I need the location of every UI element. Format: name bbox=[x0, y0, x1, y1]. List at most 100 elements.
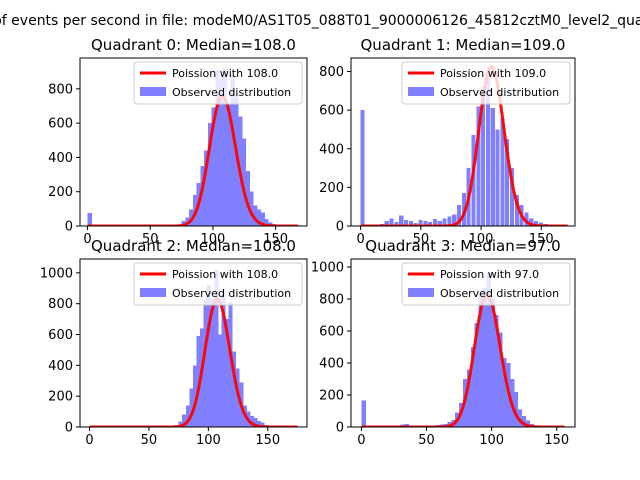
quadrant-0-plot-area bbox=[87, 68, 299, 226]
histogram-bar bbox=[221, 288, 226, 427]
x-tick-label: 150 bbox=[255, 433, 280, 448]
histogram-bar bbox=[456, 204, 462, 226]
quadrant-1-title: Quadrant 1: Median=109.0 bbox=[361, 36, 566, 54]
poisson-fit-line bbox=[360, 65, 569, 226]
histogram-bar bbox=[490, 108, 495, 226]
legend-hist-label: Observed distribution bbox=[172, 86, 291, 99]
x-tick-label: 50 bbox=[141, 433, 158, 448]
quadrant-3-title: Quadrant 3: Median=97.0 bbox=[365, 237, 560, 255]
quadrant-1-panel: 0 50 100 150 0 200 400 600 800 Quadrant 1: Median… bbox=[319, 36, 576, 247]
quadrant-1-plot-area bbox=[360, 65, 569, 226]
y-tick-label: 400 bbox=[319, 357, 344, 372]
histogram-bar bbox=[189, 388, 194, 427]
x-tick-label: 0 bbox=[356, 232, 364, 247]
histogram-bar bbox=[466, 369, 472, 427]
x-tick-label: 50 bbox=[142, 232, 159, 247]
histogram-bar bbox=[403, 220, 409, 226]
x-tick-label: 100 bbox=[479, 433, 504, 448]
histogram-bar bbox=[476, 106, 481, 226]
histogram-bar bbox=[207, 285, 212, 427]
quadrant-0-legend: Poission with 108.0 Observed distribution bbox=[133, 61, 303, 105]
histogram-bar bbox=[224, 319, 230, 427]
y-tick-label: 0 bbox=[65, 220, 73, 235]
histogram-bar bbox=[442, 218, 447, 226]
histogram-bar bbox=[232, 351, 237, 427]
quadrant-2-title: Quadrant 2: Median=108.0 bbox=[91, 237, 296, 255]
x-tick-label: 0 bbox=[85, 433, 93, 448]
histogram-bar bbox=[525, 420, 530, 427]
histogram-bar bbox=[207, 123, 213, 226]
y-tick-label: 0 bbox=[65, 421, 73, 436]
y-tick-label: 400 bbox=[48, 151, 73, 166]
histogram-bar bbox=[256, 209, 262, 226]
legend-hist-swatch bbox=[140, 87, 166, 96]
histogram-bar bbox=[428, 222, 433, 226]
quadrant-3-plot-area bbox=[361, 273, 565, 427]
y-tick-label: 200 bbox=[319, 389, 344, 404]
histogram-bar bbox=[521, 415, 527, 427]
histogram-bar bbox=[452, 214, 457, 226]
quadrant-2-panel: 0 50 100 150 0 200 400 600 800 1000 Quadrant 2: Me… bbox=[40, 237, 308, 448]
histogram-bar bbox=[182, 414, 187, 427]
histogram-bar bbox=[253, 205, 258, 226]
x-tick-label: 0 bbox=[357, 433, 365, 448]
histogram-bar bbox=[481, 86, 486, 226]
histogram-bar bbox=[360, 110, 365, 226]
quadrant-0-title: Quadrant 0: Median=108.0 bbox=[91, 36, 296, 54]
y-tick-label: 400 bbox=[48, 359, 73, 374]
histogram-bar bbox=[260, 422, 265, 427]
x-tick-label: 150 bbox=[263, 232, 288, 247]
figure-suptitle: Histogram of events per second in file: … bbox=[0, 13, 640, 29]
histogram-bar bbox=[394, 222, 399, 226]
histogram-bar bbox=[257, 420, 262, 427]
histogram-bar bbox=[210, 299, 215, 427]
legend-hist-label: Observed distribution bbox=[440, 287, 559, 300]
histogram-bar bbox=[471, 135, 476, 226]
histogram-bar bbox=[437, 221, 442, 226]
histogram-bar bbox=[486, 273, 491, 427]
quadrant-3-panel: 0 50 100 150 0 200 400 600 800 1000 Quadrant 3: Me… bbox=[311, 237, 576, 448]
histogram-bar bbox=[249, 191, 254, 226]
histogram-bar bbox=[260, 212, 265, 226]
poisson-fit-line bbox=[361, 293, 565, 427]
x-tick-label: 150 bbox=[529, 232, 554, 247]
quadrant-3-axes-frame bbox=[350, 258, 576, 428]
histogram-bar bbox=[423, 221, 428, 226]
y-tick-label: 600 bbox=[319, 325, 344, 340]
histogram-bar bbox=[226, 104, 231, 226]
y-tick-label: 800 bbox=[48, 297, 73, 312]
histogram-bar bbox=[529, 218, 534, 226]
y-tick-label: 600 bbox=[48, 328, 73, 343]
quadrant-0-panel: 0 50 100 150 0 200 400 600 800 Quadrant 0: Median… bbox=[48, 36, 308, 247]
histogram-bar bbox=[215, 70, 220, 226]
histogram-bar bbox=[192, 365, 197, 427]
legend-hist-swatch bbox=[408, 288, 434, 297]
histogram-bar bbox=[447, 216, 452, 226]
histogram-bar bbox=[245, 171, 250, 226]
histogram-bar bbox=[509, 168, 515, 226]
x-tick-label: 100 bbox=[469, 232, 494, 247]
y-tick-label: 600 bbox=[319, 104, 344, 119]
histogram-bar bbox=[495, 129, 500, 226]
y-tick-label: 200 bbox=[48, 185, 73, 200]
histogram-bar bbox=[361, 400, 366, 427]
histogram-bar bbox=[505, 139, 510, 226]
histogram-bar bbox=[241, 138, 247, 226]
histogram-bar bbox=[253, 417, 258, 427]
histogram-bar bbox=[399, 215, 404, 226]
quadrant-1-legend: Poission with 109.0 Observed distribution bbox=[401, 61, 571, 105]
histogram-bar bbox=[222, 68, 228, 226]
histogram-bar bbox=[203, 299, 208, 427]
histogram-bar bbox=[230, 75, 235, 226]
histogram-bar bbox=[490, 299, 495, 427]
legend-frame bbox=[133, 262, 303, 306]
legend-hist-swatch bbox=[408, 87, 434, 96]
poisson-fit-line bbox=[87, 94, 299, 226]
histogram-bar bbox=[474, 323, 480, 427]
legend-frame bbox=[401, 61, 571, 105]
x-tick-label: 100 bbox=[196, 433, 221, 448]
quadrant-0-axes-frame bbox=[79, 57, 308, 227]
y-tick-label: 800 bbox=[319, 65, 344, 80]
histogram-bar bbox=[185, 405, 190, 427]
